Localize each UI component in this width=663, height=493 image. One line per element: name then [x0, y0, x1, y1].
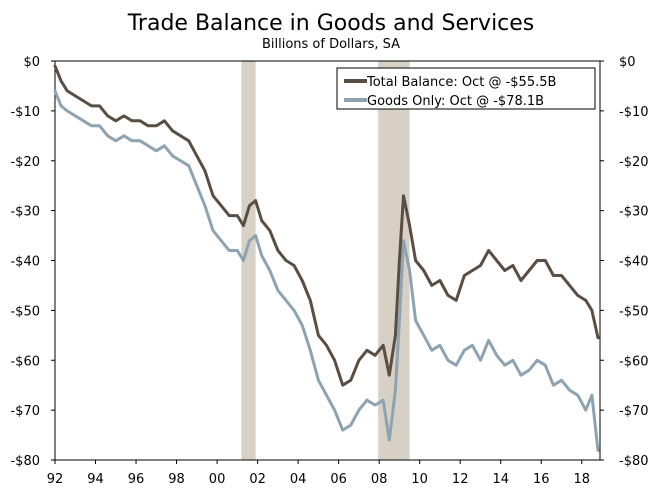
x-tick-label: 12 — [452, 472, 469, 487]
y-tick-label-left: -$80 — [10, 454, 40, 469]
y-tick-label-left: -$40 — [10, 255, 40, 270]
recession-bands — [241, 61, 410, 460]
x-tick-label: 00 — [209, 472, 226, 487]
y-tick-label-right: -$10 — [619, 105, 649, 120]
y-tick-label-left: -$20 — [10, 155, 40, 170]
x-tick-label: 02 — [249, 472, 266, 487]
x-tick-label: 92 — [47, 472, 64, 487]
x-tick-label: 96 — [128, 472, 145, 487]
x-tick-label: 06 — [330, 472, 347, 487]
series-line-total-balance — [53, 64, 600, 387]
legend: Total Balance: Oct @ -$55.5B Goods Only:… — [336, 67, 596, 110]
y-tick-label-right: -$50 — [619, 304, 649, 319]
chart-title: Trade Balance in Goods and Services — [127, 11, 535, 36]
x-tick-label: 98 — [168, 472, 185, 487]
y-tick-label-right: $0 — [619, 55, 636, 70]
series-lines — [53, 64, 600, 452]
y-tick-label-left: $0 — [23, 55, 40, 70]
y-tick-label-left: -$70 — [10, 404, 40, 419]
y-tick-label-left: -$30 — [10, 205, 40, 220]
y-tick-label-right: -$20 — [619, 155, 649, 170]
x-tick-label: 14 — [492, 472, 509, 487]
axis-ticks: $0 $0 -$10 -$10 -$20 -$20 -$30 -$30 -$40 -$40 -$50… — [10, 55, 648, 487]
y-tick-label-right: -$80 — [619, 454, 649, 469]
x-tick-label: 08 — [371, 472, 388, 487]
legend-label-total-balance: Total Balance: Oct @ -$55.5B — [366, 75, 556, 90]
x-tick-label: 18 — [573, 472, 590, 487]
x-tick-label: 04 — [290, 472, 307, 487]
legend-box — [336, 67, 596, 110]
x-tick-label: 16 — [533, 472, 550, 487]
y-tick-label-right: -$60 — [619, 354, 649, 369]
y-tick-label-right: -$30 — [619, 205, 649, 220]
y-tick-label-right: -$40 — [619, 255, 649, 270]
y-tick-label-left: -$50 — [10, 304, 40, 319]
series-line-goods-only — [53, 89, 600, 452]
recession-band-1 — [241, 61, 256, 460]
legend-label-goods-only: Goods Only: Oct @ -$78.1B — [367, 94, 544, 109]
y-tick-label-left: -$10 — [10, 105, 40, 120]
chart-subtitle: Billions of Dollars, SA — [262, 37, 400, 52]
y-tick-label-left: -$60 — [10, 354, 40, 369]
y-tick-label-right: -$70 — [619, 404, 649, 419]
x-tick-label: 10 — [411, 472, 428, 487]
x-tick-label: 94 — [87, 472, 104, 487]
